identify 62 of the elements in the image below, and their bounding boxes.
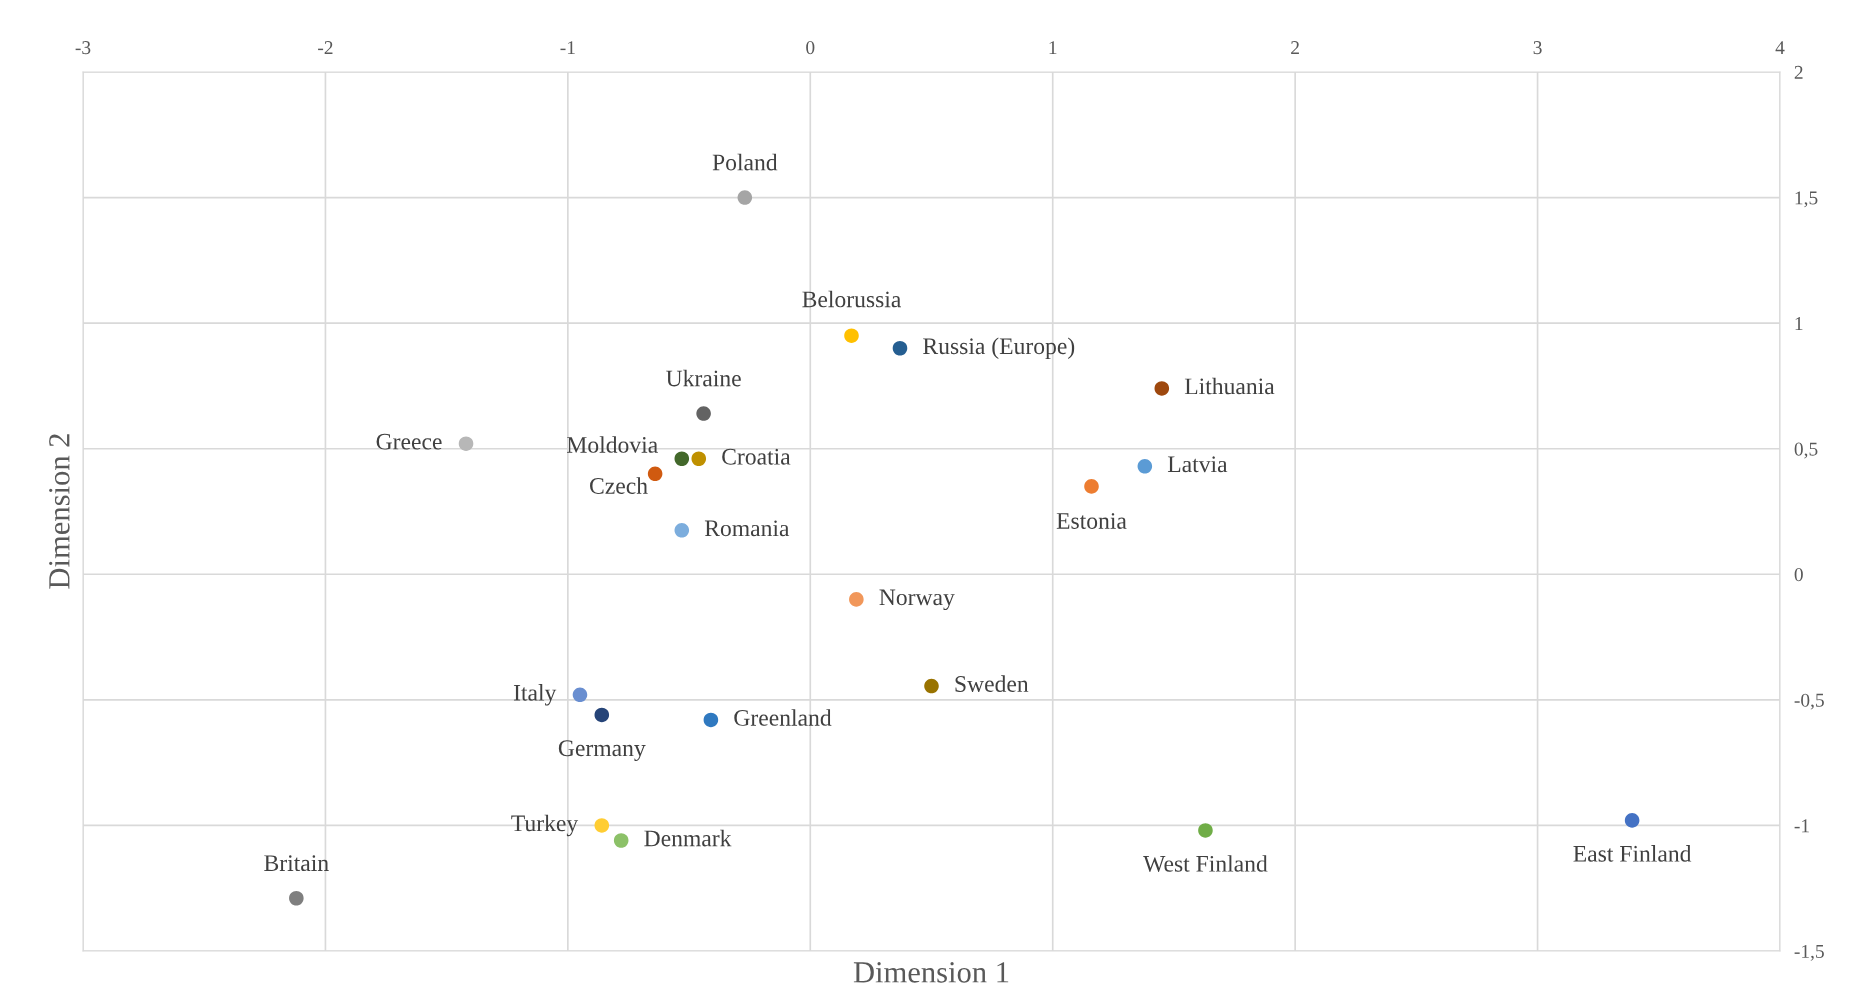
annotation: Russia (Europe) (923, 337, 1075, 359)
annotation: Estonia (1056, 513, 1127, 529)
point (849, 592, 864, 607)
point (572, 687, 588, 703)
annotation: East Finland (1573, 845, 1692, 862)
point (613, 833, 629, 848)
annotation: Sweden (955, 675, 1029, 692)
x-tick-label: -3 (75, 41, 91, 55)
point (737, 190, 753, 205)
point (696, 406, 711, 421)
y-tick-label: 0,5 (1794, 442, 1818, 459)
y-tick-label: 0 (1794, 568, 1803, 582)
y-tick-label: 1 (1795, 317, 1803, 330)
x-tick-label: 2 (1291, 41, 1299, 54)
point (924, 678, 939, 694)
annotation: Latvia (1167, 456, 1228, 473)
annotation: Ukraine (666, 369, 741, 387)
annotation: Greece (376, 433, 442, 450)
point (1154, 381, 1170, 396)
x-axis-title: Dimension 1 (853, 962, 1009, 983)
y-tick-label: 2 (1794, 65, 1803, 79)
y-axis-title: Dimension 2 (49, 434, 70, 589)
annotation: Belorussia (802, 290, 902, 308)
point (703, 712, 719, 728)
annotation: Denmark (644, 829, 732, 847)
annotation: Greenland (734, 709, 832, 726)
x-tick-label: -1 (560, 41, 575, 54)
annotation: Croatia (722, 448, 791, 465)
annotation: Italy (513, 684, 557, 706)
y-tick-label: -0,5 (1794, 693, 1824, 710)
annotation: Turkey (511, 814, 579, 837)
point (892, 340, 908, 356)
point (844, 328, 859, 343)
point (674, 523, 690, 538)
point (1137, 459, 1153, 474)
point (594, 818, 610, 833)
annotation: Czech (590, 477, 648, 494)
annotation: Norway (879, 589, 955, 611)
x-tick-label: 0 (806, 41, 815, 55)
annotation: Poland (712, 153, 778, 171)
y-tick-label: -1 (1794, 819, 1809, 833)
point (289, 890, 304, 906)
point (647, 466, 663, 482)
point (1084, 479, 1099, 494)
x-tick-label: 3 (1533, 41, 1542, 55)
point (458, 436, 474, 451)
x-tick-label: 4 (1775, 41, 1785, 54)
point (1624, 813, 1640, 828)
annotation: Lithuania (1184, 377, 1275, 395)
y-tick-label: 1,5 (1795, 191, 1818, 208)
point (1198, 823, 1213, 838)
annotation: Moldovia (567, 436, 658, 453)
x-tick-label: 1 (1049, 41, 1057, 54)
y-tick-label: -1,5 (1794, 944, 1824, 961)
point (691, 451, 707, 467)
annotation: West Finland (1143, 855, 1268, 872)
annotation: Romania (704, 520, 790, 537)
annotation: Germany (558, 740, 646, 762)
x-tick-label: -2 (318, 41, 333, 54)
point (674, 451, 690, 467)
point (594, 707, 610, 723)
annotation: Britain (264, 855, 329, 872)
